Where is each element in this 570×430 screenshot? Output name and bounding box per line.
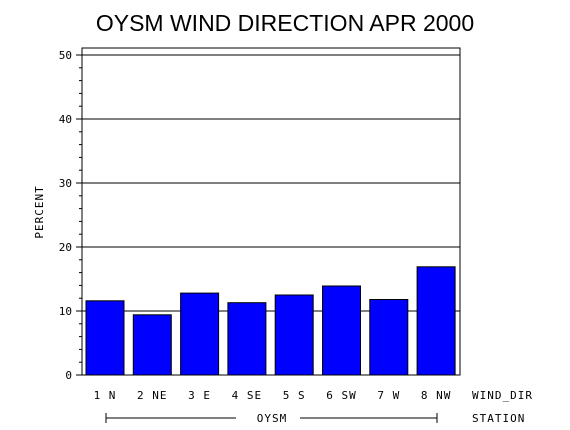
bar [274, 294, 314, 376]
chart-title: OYSM WIND DIRECTION APR 2000 [96, 10, 474, 36]
bar [85, 300, 125, 376]
bar [416, 266, 456, 376]
group-label: OYSM [257, 412, 288, 425]
group-bracket: OYSM [105, 412, 438, 425]
x-tick-label: 5 S [283, 389, 306, 402]
x-tick-label: 7 W [377, 389, 400, 402]
y-tick-label: 40 [59, 113, 72, 126]
y-tick-label: 50 [59, 49, 72, 62]
bar [180, 292, 220, 376]
y-tick-label: 30 [59, 177, 72, 190]
x-tick-label: 8 NW [421, 389, 452, 402]
x-tick-label: 4 SE [232, 389, 263, 402]
bar [227, 302, 267, 376]
y-tick-label: 20 [59, 241, 72, 254]
bar [322, 285, 361, 376]
x-tick-label: 3 E [188, 389, 211, 402]
bar [132, 314, 172, 376]
y-tick-label: 0 [65, 369, 72, 382]
y-axis: 0 10 20 30 40 50 [59, 48, 83, 382]
y-axis-label: PERCENT [33, 185, 46, 238]
x-axis-label: WIND_DIR [472, 389, 533, 402]
group-axis-label: STATION [472, 412, 525, 425]
bars [85, 266, 456, 376]
x-tick-label: 2 NE [137, 389, 168, 402]
x-tick-label: 1 N [94, 389, 117, 402]
y-tick-label: 10 [59, 305, 72, 318]
x-tick-label: 6 SW [326, 389, 357, 402]
bar [369, 299, 409, 376]
x-tick-labels: 1 N 2 NE 3 E 4 SE 5 S 6 SW 7 W 8 NW [94, 389, 452, 402]
gridlines [82, 54, 460, 312]
